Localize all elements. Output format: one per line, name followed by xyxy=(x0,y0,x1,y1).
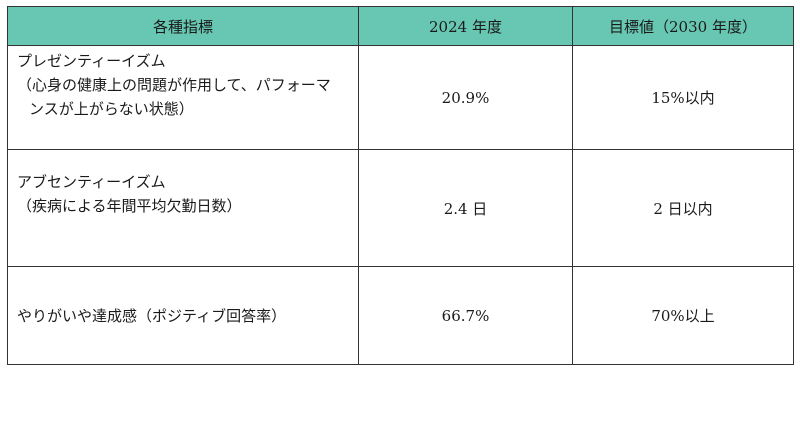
header-target-2030: 目標値（2030 年度） xyxy=(572,6,794,46)
indicator-description: （心身の健康上の問題が作用して、パフォーマ xyxy=(17,76,331,94)
target-2030-cell: 70%以上 xyxy=(572,266,794,365)
table-row-absenteeism: アブセンティーイズム （疾病による年間平均欠勤日数） 2.4 日 2 日以内 xyxy=(7,149,794,267)
value-2024-cell: 66.7% xyxy=(358,266,573,365)
indicator-title: アブセンティーイズム xyxy=(17,173,166,191)
header-2024: 2024 年度 xyxy=(358,6,573,46)
kpi-table: 各種指標 2024 年度 目標値（2030 年度） プレゼンティーイズム （心身… xyxy=(7,6,794,365)
indicator-description-cont: ンスが上がらない状態） xyxy=(29,100,194,118)
indicator-cell: やりがいや達成感（ポジティブ回答率） xyxy=(7,266,359,365)
indicator-cell: アブセンティーイズム （疾病による年間平均欠勤日数） xyxy=(7,149,359,267)
table-header-row: 各種指標 2024 年度 目標値（2030 年度） xyxy=(7,6,794,46)
indicator-title: プレゼンティーイズム xyxy=(17,52,166,70)
value-2024-cell: 2.4 日 xyxy=(358,149,573,267)
kpi-table-container: 各種指標 2024 年度 目標値（2030 年度） プレゼンティーイズム （心身… xyxy=(7,6,794,365)
value-2024-cell: 20.9% xyxy=(358,45,573,150)
header-indicator: 各種指標 xyxy=(7,6,359,46)
target-2030-cell: 2 日以内 xyxy=(572,149,794,267)
indicator-cell: プレゼンティーイズム （心身の健康上の問題が作用して、パフォーマ ンスが上がらな… xyxy=(7,45,359,150)
table-row-engagement: やりがいや達成感（ポジティブ回答率） 66.7% 70%以上 xyxy=(7,266,794,365)
table-row-presenteeism: プレゼンティーイズム （心身の健康上の問題が作用して、パフォーマ ンスが上がらな… xyxy=(7,45,794,150)
target-2030-cell: 15%以内 xyxy=(572,45,794,150)
indicator-description: （疾病による年間平均欠勤日数） xyxy=(17,197,242,215)
indicator-title: やりがいや達成感（ポジティブ回答率） xyxy=(17,306,287,325)
